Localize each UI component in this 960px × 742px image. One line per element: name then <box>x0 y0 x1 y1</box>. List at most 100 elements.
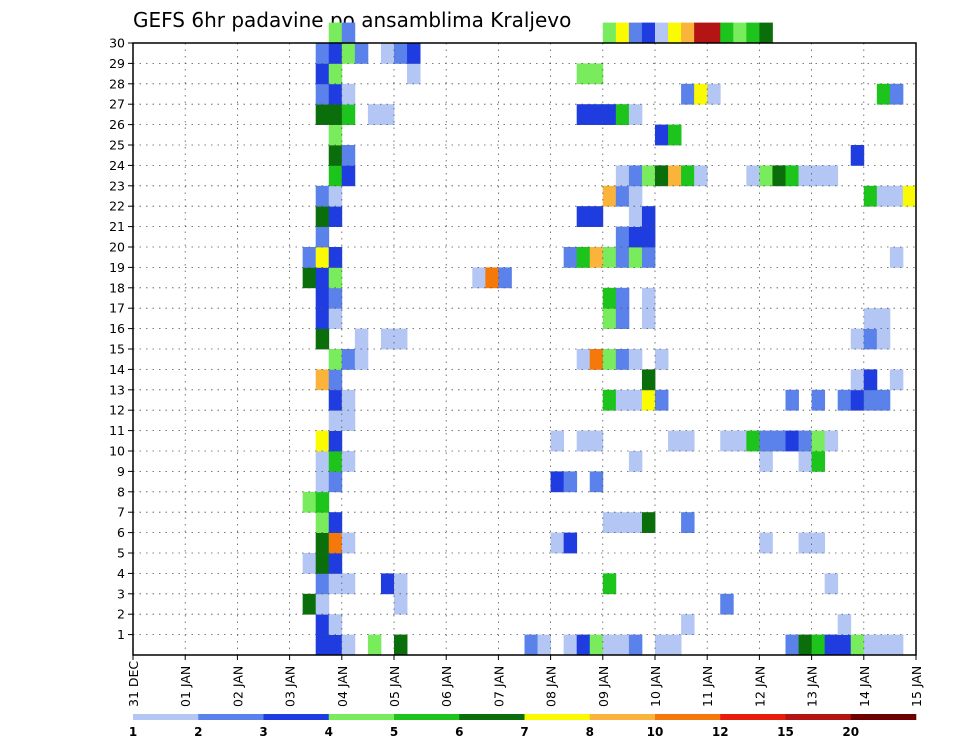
heatmap-cell <box>563 532 578 554</box>
heatmap-cell <box>798 532 812 554</box>
colorbar-swatch <box>655 714 721 720</box>
heatmap-cell <box>589 247 604 268</box>
heatmap-cell <box>602 287 617 309</box>
heatmap-cell <box>655 349 669 370</box>
heatmap-cell <box>641 226 656 248</box>
heatmap-cell <box>550 430 565 452</box>
heatmap-cell <box>394 328 408 350</box>
y-tick-label: 21 <box>109 219 125 234</box>
y-tick-label: 22 <box>109 199 125 214</box>
heatmap-cell <box>681 22 695 44</box>
heatmap-cell <box>655 124 669 146</box>
heatmap-cell <box>302 247 317 268</box>
heatmap-cell <box>602 389 617 411</box>
heatmap-cell <box>615 308 630 329</box>
heatmap-cell <box>628 247 643 268</box>
heatmap-cell <box>602 512 617 533</box>
heatmap-cell <box>746 22 760 44</box>
heatmap-cell <box>328 206 343 227</box>
heatmap-cell <box>328 349 343 370</box>
heatmap-cell <box>772 430 786 452</box>
heatmap-cell <box>576 104 591 125</box>
heatmap-cell <box>811 430 826 452</box>
heatmap-cell <box>341 532 356 554</box>
heatmap-cell <box>315 185 330 207</box>
heatmap-cell <box>759 430 773 452</box>
heatmap-cell <box>615 634 630 656</box>
colorbar-swatch <box>394 714 460 720</box>
heatmap-cell <box>785 634 799 656</box>
colorbar-label: 7 <box>520 725 528 739</box>
heatmap-cell <box>641 369 656 391</box>
heatmap-cell <box>485 267 499 289</box>
heatmap-cell <box>641 247 656 268</box>
heatmap-cell <box>720 430 734 452</box>
heatmap-cell <box>328 573 343 595</box>
heatmap-cell <box>889 185 904 207</box>
heatmap-cell <box>628 451 643 472</box>
heatmap-cell <box>655 389 669 411</box>
heatmap-cell <box>328 634 343 656</box>
heatmap-cell <box>576 206 591 227</box>
heatmap-cell <box>681 512 695 533</box>
heatmap-cell <box>589 104 604 125</box>
x-tick-label: 01 JAN <box>178 666 193 707</box>
heatmap-cell <box>472 267 486 289</box>
heatmap-cell <box>628 389 643 411</box>
heatmap-cell <box>628 206 643 227</box>
heatmap-cell <box>524 634 538 656</box>
heatmap-cell <box>824 634 839 656</box>
heatmap-cell <box>615 247 630 268</box>
heatmap-cell <box>655 165 669 187</box>
heatmap-cell <box>863 328 878 350</box>
colorbar-swatch <box>589 714 656 720</box>
heatmap-cell <box>602 22 617 44</box>
heatmap-cell <box>328 369 343 391</box>
heatmap-cell <box>811 634 826 656</box>
heatmap-cell <box>837 389 852 411</box>
heatmap-cell <box>341 43 356 64</box>
heatmap-cell <box>407 43 421 64</box>
heatmap-cell <box>707 83 721 105</box>
heatmap-cell <box>589 349 604 370</box>
heatmap-cell <box>615 349 630 370</box>
heatmap-cell <box>341 389 356 411</box>
colorbar-label: 4 <box>325 725 333 739</box>
heatmap-cell <box>811 451 826 472</box>
heatmap-cell <box>681 83 695 105</box>
heatmap-cell <box>302 491 317 513</box>
heatmap-cell <box>589 634 604 656</box>
heatmap-cell <box>328 83 343 105</box>
colorbar-swatch <box>850 714 917 720</box>
heatmap-cell <box>407 63 421 85</box>
heatmap-cell <box>328 471 343 493</box>
heatmap-cell <box>746 165 760 187</box>
heatmap-cell <box>824 165 839 187</box>
y-tick-label: 20 <box>109 240 125 255</box>
heatmap-cell <box>785 165 799 187</box>
heatmap-cell <box>602 308 617 329</box>
heatmap-cell <box>315 369 330 391</box>
y-tick-label: 12 <box>109 403 125 418</box>
heatmap-cell <box>641 206 656 227</box>
heatmap-cell <box>668 165 682 187</box>
y-tick-label: 11 <box>109 423 125 438</box>
colorbar-swatch <box>328 714 395 720</box>
heatmap-cell <box>576 430 591 452</box>
heatmap-cell <box>668 22 682 44</box>
heatmap-cell <box>628 349 643 370</box>
y-tick-label: 29 <box>109 56 125 71</box>
colorbar-label: 8 <box>586 725 594 739</box>
heatmap-cell <box>315 614 330 635</box>
heatmap-cell <box>563 634 578 656</box>
heatmap-cell <box>889 83 904 105</box>
heatmap-cell <box>315 287 330 309</box>
heatmap-cell <box>811 165 826 187</box>
heatmap-cell <box>876 328 891 350</box>
heatmap-cell <box>328 451 343 472</box>
x-tick-label: 06 JAN <box>439 666 454 707</box>
heatmap-cell <box>315 267 330 289</box>
heatmap-cell <box>798 165 812 187</box>
colorbar-label: 5 <box>390 725 398 739</box>
heatmap-cell <box>367 104 382 125</box>
